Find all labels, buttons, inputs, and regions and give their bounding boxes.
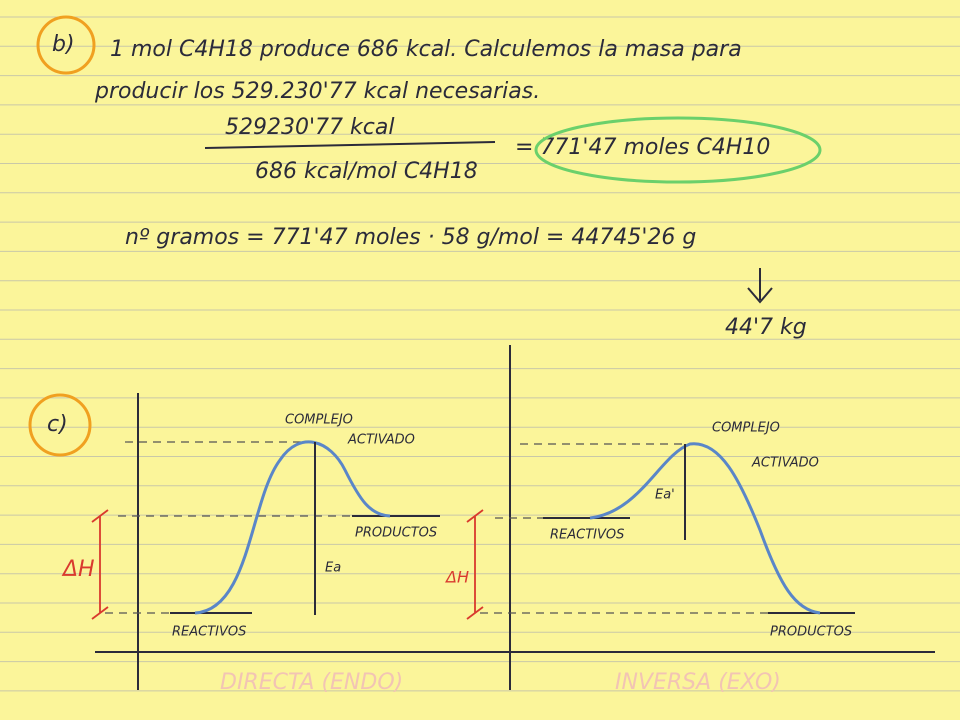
result-kg: 44'7 kg bbox=[725, 315, 807, 340]
peak-label: ACTIVADO bbox=[347, 433, 415, 448]
text-line: producir los 529.230'77 kcal necesarias. bbox=[94, 79, 540, 104]
products-label: PRODUCTOS bbox=[355, 526, 437, 541]
peak-label: ACTIVADO bbox=[751, 456, 819, 471]
peak-label: COMPLEJO bbox=[285, 413, 353, 428]
part-label: b) bbox=[52, 32, 75, 57]
reactants-label: REACTIVOS bbox=[550, 528, 624, 543]
peak-label: COMPLEJO bbox=[712, 421, 780, 436]
ea-label: Ea bbox=[325, 561, 341, 576]
caption: DIRECTA (ENDO) bbox=[220, 670, 403, 695]
calculation: nº gramos = 771'47 moles · 58 g/mol = 44… bbox=[125, 225, 696, 250]
arrow bbox=[747, 268, 773, 304]
label-circle bbox=[36, 15, 96, 75]
direct-diagram bbox=[91, 440, 440, 620]
fraction-numerator: 529230'77 kcal bbox=[225, 115, 394, 140]
products-label: PRODUCTOS bbox=[770, 625, 852, 640]
dh-label: ΔH bbox=[61, 557, 95, 582]
part-label: c) bbox=[47, 412, 68, 437]
ruled-lines bbox=[0, 16, 960, 692]
dh-label: ΔH bbox=[444, 568, 469, 587]
result: = 771'47 moles C4H10 bbox=[515, 135, 770, 160]
fraction-denominator: 686 kcal/mol C4H18 bbox=[255, 159, 478, 184]
text-line: 1 mol C4H18 produce 686 kcal. Calculemos… bbox=[110, 37, 742, 62]
inverse-diagram bbox=[466, 442, 855, 620]
caption: INVERSA (EXO) bbox=[615, 670, 781, 695]
result-highlight bbox=[534, 116, 822, 184]
fraction-bar bbox=[204, 141, 496, 149]
reactants-label: REACTIVOS bbox=[172, 625, 246, 640]
label-circle bbox=[28, 393, 92, 457]
ea-label: Ea' bbox=[655, 488, 675, 503]
